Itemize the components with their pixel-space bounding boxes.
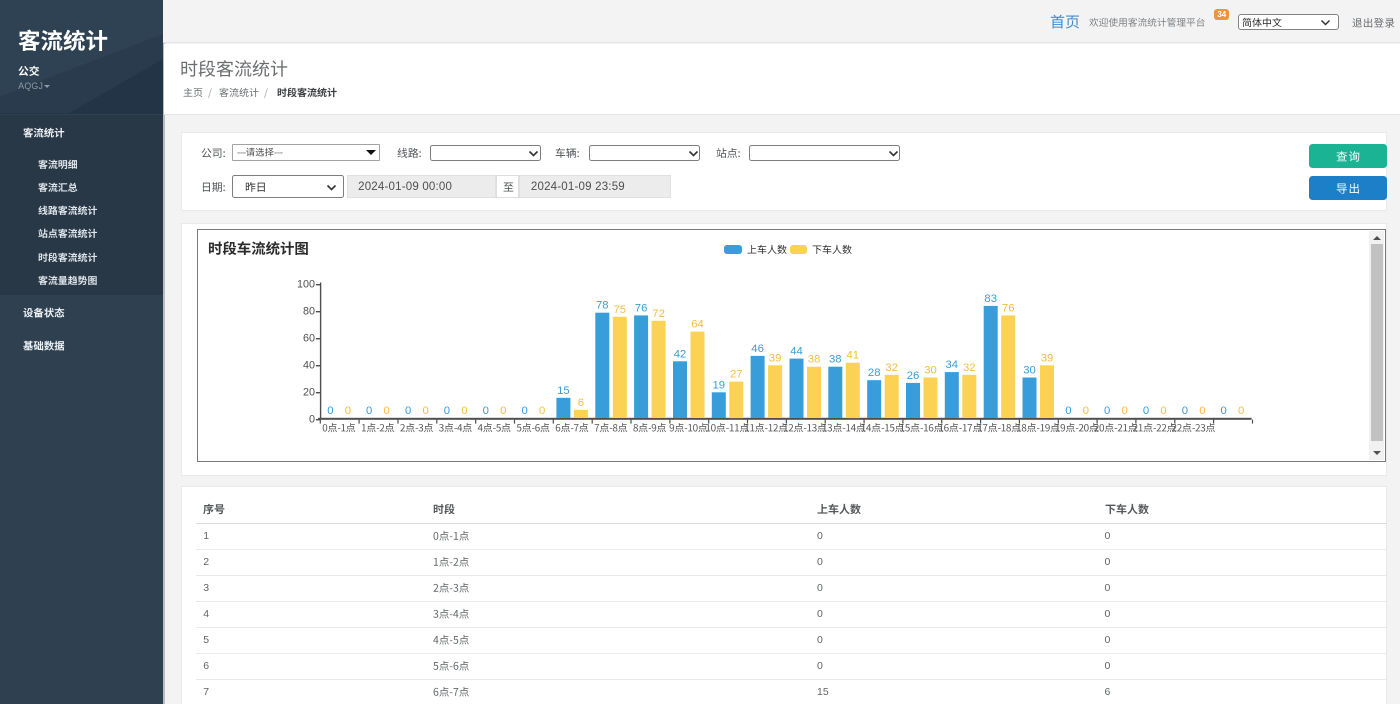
svg-text:75: 75 — [614, 304, 627, 316]
svg-text:20: 20 — [303, 387, 315, 399]
svg-text:0: 0 — [1221, 405, 1227, 417]
svg-text:0: 0 — [1104, 405, 1110, 417]
svg-text:60: 60 — [303, 333, 315, 345]
svg-text:80: 80 — [303, 306, 315, 318]
svg-text:72: 72 — [652, 308, 665, 320]
svg-text:0: 0 — [366, 405, 372, 417]
svg-text:0: 0 — [1065, 405, 1071, 417]
svg-text:0: 0 — [1238, 405, 1244, 417]
svg-text:0: 0 — [1199, 405, 1205, 417]
svg-text:0: 0 — [483, 405, 489, 417]
svg-text:76: 76 — [635, 302, 648, 314]
svg-text:0: 0 — [384, 405, 390, 417]
svg-text:0: 0 — [500, 405, 506, 417]
svg-text:19: 19 — [713, 379, 726, 391]
svg-text:30: 30 — [924, 365, 937, 377]
svg-text:15: 15 — [557, 385, 570, 397]
svg-text:0: 0 — [521, 405, 527, 417]
svg-text:0: 0 — [1122, 405, 1128, 417]
svg-text:44: 44 — [790, 346, 803, 358]
svg-text:0: 0 — [405, 405, 411, 417]
svg-text:6: 6 — [578, 397, 584, 409]
svg-text:34: 34 — [946, 359, 959, 371]
svg-text:32: 32 — [885, 362, 898, 374]
svg-text:0: 0 — [309, 414, 315, 426]
svg-text:32: 32 — [963, 362, 976, 374]
svg-text:38: 38 — [808, 354, 821, 366]
svg-text:0: 0 — [327, 405, 333, 417]
svg-text:0: 0 — [1160, 405, 1166, 417]
svg-text:38: 38 — [829, 354, 842, 366]
svg-text:41: 41 — [847, 350, 860, 362]
svg-text:0: 0 — [1083, 405, 1089, 417]
svg-text:40: 40 — [303, 360, 315, 372]
svg-text:26: 26 — [907, 370, 920, 382]
svg-text:83: 83 — [984, 293, 997, 305]
svg-text:42: 42 — [674, 348, 687, 360]
svg-text:30: 30 — [1023, 365, 1036, 377]
svg-text:0: 0 — [461, 405, 467, 417]
svg-text:0: 0 — [444, 405, 450, 417]
svg-text:78: 78 — [596, 300, 609, 312]
svg-text:64: 64 — [691, 319, 704, 331]
svg-text:0: 0 — [1182, 405, 1188, 417]
svg-text:0: 0 — [539, 405, 545, 417]
svg-text:28: 28 — [868, 367, 881, 379]
svg-text:46: 46 — [751, 343, 764, 355]
svg-text:0: 0 — [422, 405, 428, 417]
svg-text:27: 27 — [730, 369, 743, 381]
svg-text:100: 100 — [297, 279, 315, 291]
svg-text:0: 0 — [345, 405, 351, 417]
svg-text:39: 39 — [769, 352, 782, 364]
svg-text:76: 76 — [1002, 302, 1015, 314]
svg-text:0: 0 — [1143, 405, 1149, 417]
svg-text:39: 39 — [1041, 352, 1054, 364]
